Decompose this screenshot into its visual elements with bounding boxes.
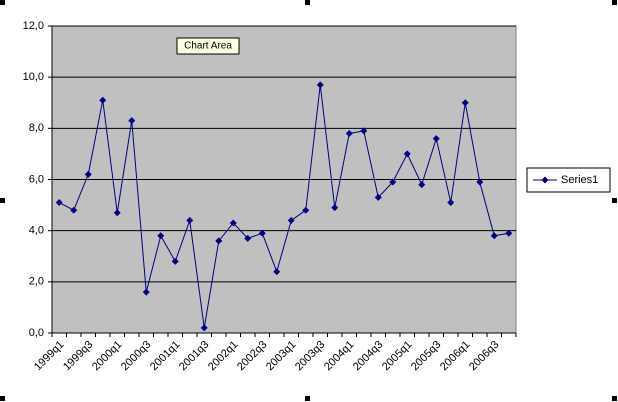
x-tick-label: 2002q1 <box>206 339 240 373</box>
point-marker <box>418 181 426 189</box>
point-marker <box>360 127 368 135</box>
x-tick-label: 1999q1 <box>32 339 66 373</box>
y-tick-label: 0,0 <box>29 327 44 339</box>
x-tick-label: 1999q3 <box>61 339 95 373</box>
point-marker <box>128 117 136 125</box>
x-tick-label: 2000q1 <box>90 339 124 373</box>
point-marker <box>157 232 165 240</box>
series-line <box>59 84 509 328</box>
y-tick-label: 12,0 <box>23 20 44 32</box>
point-marker <box>432 135 440 143</box>
point-marker <box>345 129 353 137</box>
legend-label: Series1 <box>561 174 598 186</box>
point-marker <box>244 234 252 242</box>
point-marker <box>273 268 281 276</box>
point-marker <box>316 81 324 89</box>
y-tick-label: 4,0 <box>29 225 44 237</box>
x-tick-label: 2006q3 <box>467 339 501 373</box>
point-marker <box>505 229 513 237</box>
tooltip-box <box>176 37 240 55</box>
point-marker <box>84 170 92 178</box>
point-marker <box>258 229 266 237</box>
x-tick-label: 2001q3 <box>177 339 211 373</box>
point-marker <box>461 99 469 107</box>
point-marker <box>476 178 484 186</box>
x-tick-label: 2006q1 <box>438 339 472 373</box>
x-tick-label: 2005q1 <box>380 339 414 373</box>
point-marker <box>70 206 78 214</box>
legend-swatch-marker <box>541 176 549 184</box>
point-marker <box>287 216 295 224</box>
point-marker <box>447 199 455 207</box>
y-tick-label: 8,0 <box>29 122 44 134</box>
point-marker <box>331 204 339 212</box>
point-marker <box>200 324 208 332</box>
x-tick-label: 2001q1 <box>148 339 182 373</box>
y-tick-label: 10,0 <box>23 71 44 83</box>
x-tick-label: 2005q3 <box>409 339 443 373</box>
point-marker <box>374 193 382 201</box>
point-marker <box>490 232 498 240</box>
point-marker <box>55 199 63 207</box>
x-tick-label: 2002q3 <box>235 339 269 373</box>
x-tick-label: 2003q1 <box>264 339 298 373</box>
x-tick-label: 2004q3 <box>351 339 385 373</box>
point-marker <box>186 216 194 224</box>
point-marker <box>171 257 179 265</box>
point-marker <box>99 96 107 104</box>
tooltip: Chart Area <box>176 37 240 55</box>
y-tick-label: 2,0 <box>29 276 44 288</box>
point-marker <box>403 150 411 158</box>
point-marker <box>389 178 397 186</box>
y-tick-label: 6,0 <box>29 173 44 185</box>
point-marker <box>215 237 223 245</box>
point-marker <box>302 206 310 214</box>
tooltip-text: Chart Area <box>184 41 232 52</box>
x-tick-label: 2004q1 <box>322 339 356 373</box>
point-marker <box>113 209 121 217</box>
legend: Series1 <box>526 167 611 193</box>
point-marker <box>142 288 150 296</box>
x-tick-label: 2000q3 <box>119 339 153 373</box>
x-tick-label: 2003q3 <box>293 339 327 373</box>
point-marker <box>229 219 237 227</box>
